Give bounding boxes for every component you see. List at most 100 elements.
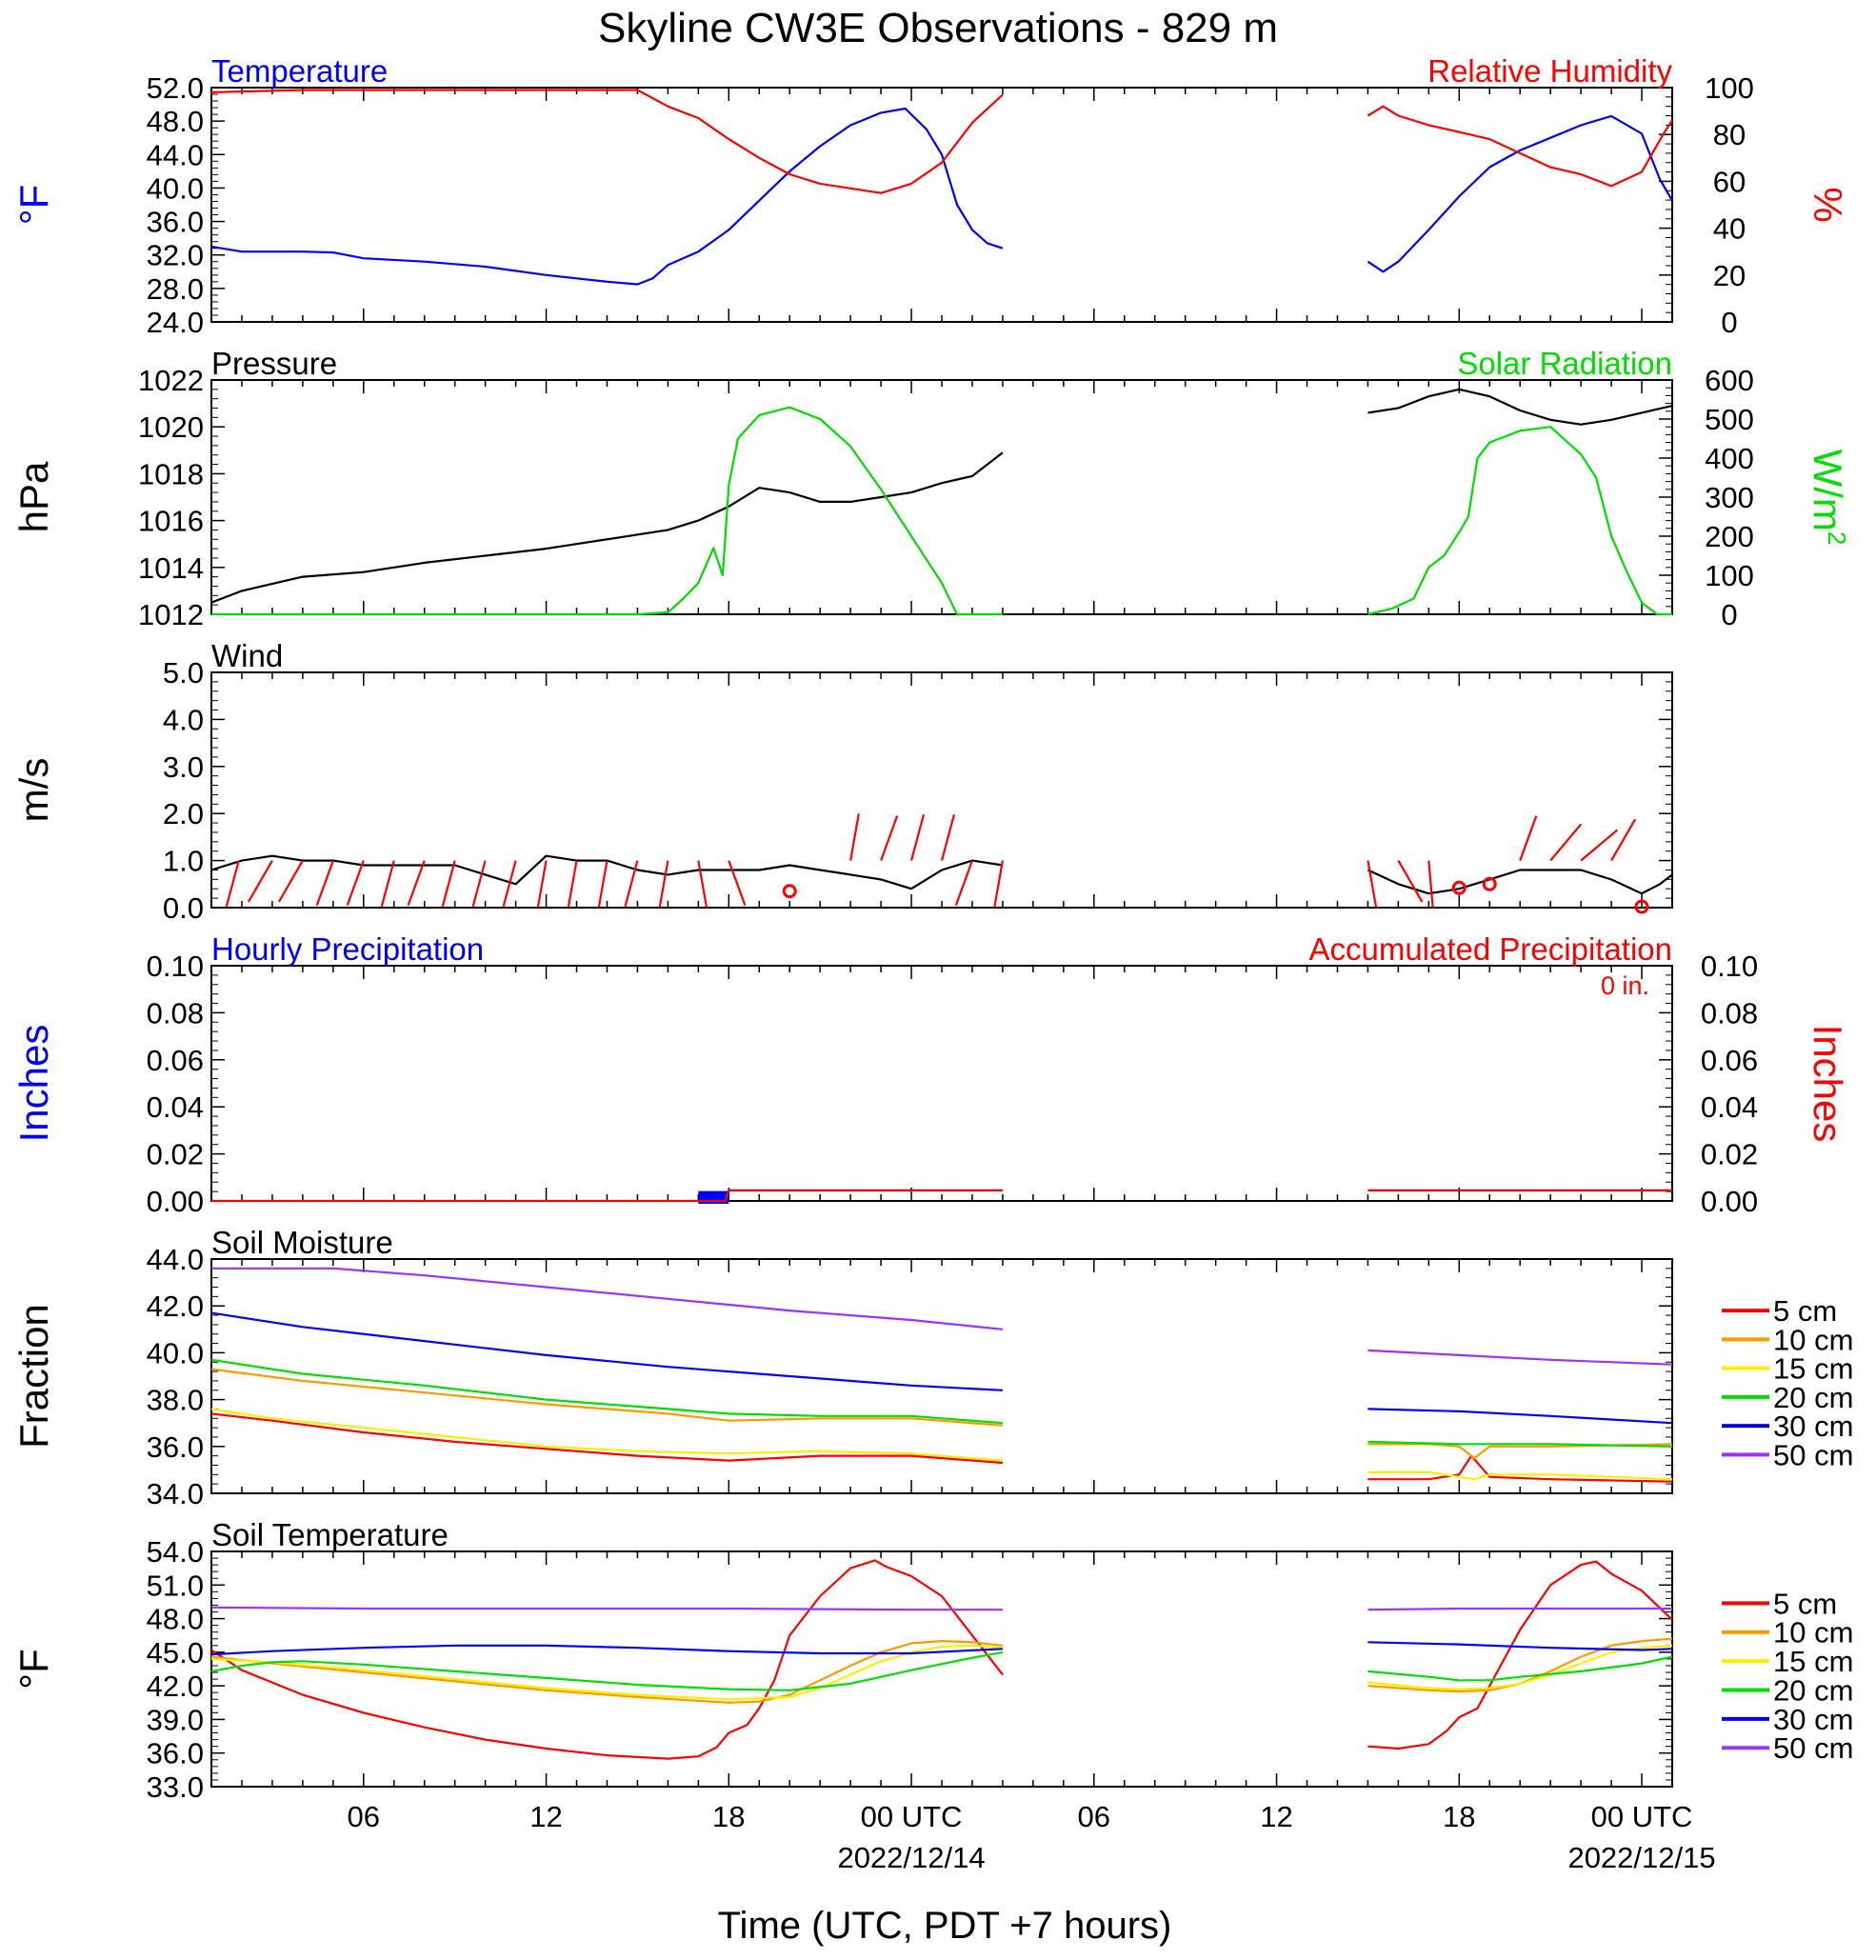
series-line-pressure (1367, 388, 1673, 426)
wind-barb (315, 860, 334, 906)
y-tick-label: 5.0 (163, 656, 204, 690)
y-tick-label: 40.0 (147, 1336, 204, 1370)
y-tick-label: 36.0 (147, 1430, 204, 1464)
wind-barb (441, 860, 456, 908)
x-axis-label: Time (UTC, PDT +7 hours) (718, 1905, 1172, 1947)
wind-barb (1519, 815, 1538, 861)
legend-label: 20 cm (1773, 1381, 1853, 1414)
series-line-wind-speed (1367, 869, 1673, 895)
panel-right-title: Relative Humidity (1427, 53, 1672, 89)
wind-barb (728, 860, 747, 906)
wind-barb (597, 860, 609, 909)
legend-label: 10 cm (1773, 1616, 1853, 1650)
series-line-30-cm (210, 1644, 1003, 1656)
y-tick-label: 48.0 (147, 1603, 204, 1636)
series-line-solar-radiation (211, 406, 1003, 616)
wind-barb (940, 814, 956, 861)
right-tick-label: 0 (1721, 306, 1737, 339)
series-line-20-cm (210, 1650, 1004, 1691)
y-tick-label: 48.0 (147, 105, 204, 138)
left-axis-label: Fraction (11, 1304, 56, 1449)
panel-left-title: Wind (211, 638, 283, 673)
series-line-30-cm (1367, 1641, 1673, 1651)
wind-barb (1610, 818, 1637, 862)
right-tick-label: 300 (1705, 481, 1754, 514)
x-axis: 06 12 18 00 UTC 2022/12/14 06 12 18 00 UTC 2022/1… (348, 1800, 1716, 1874)
right-axis-label-superscript: 2 (1823, 531, 1851, 545)
legend-label: 15 cm (1773, 1645, 1853, 1678)
legend-label: 30 cm (1773, 1703, 1853, 1736)
wind-barb (502, 860, 517, 908)
left-axis-label: °F (11, 185, 56, 225)
right-tick-label: 0.00 (1701, 1185, 1758, 1218)
y-tick-label: 3.0 (163, 750, 204, 784)
right-tick-label: 0.02 (1701, 1138, 1758, 1171)
panel-soil-temperature: 33.036.039.042.045.048.051.054.0 Soil Tem… (11, 1517, 1853, 1804)
y-tick-label: 0.08 (147, 996, 204, 1030)
calm-marker (782, 884, 797, 899)
series-line-15-cm (1367, 1470, 1673, 1481)
series-line-10-cm (210, 1368, 1003, 1427)
wind-barb (880, 815, 899, 861)
x-tick-label: 12 (1260, 1800, 1292, 1833)
panel-temperature-humidity: 24.028.032.036.040.044.048.052.0 0 20 40 60 8… (11, 53, 1850, 339)
x-tick-date-label: 2022/12/14 (837, 1841, 985, 1874)
y-tick-label: 1.0 (163, 845, 204, 878)
y-tick-label: 38.0 (147, 1384, 204, 1417)
plot-frame (210, 379, 1673, 615)
figure-title: Skyline CW3E Observations - 829 m (598, 5, 1278, 51)
right-tick-label: 80 (1713, 118, 1746, 151)
wind-barb (407, 860, 426, 906)
right-tick-label: 200 (1705, 520, 1754, 553)
y-tick-label: 39.0 (147, 1703, 204, 1736)
legend-label: 10 cm (1773, 1323, 1853, 1356)
legend-label: 50 cm (1773, 1731, 1853, 1765)
right-tick-label: 0.04 (1701, 1090, 1758, 1124)
right-tick-label: 0 (1721, 598, 1737, 631)
y-tick-label: 4.0 (163, 703, 204, 736)
wind-barb (225, 860, 240, 908)
series-line-50-cm (1367, 1607, 1672, 1611)
y-tick-label: 0.06 (147, 1044, 204, 1077)
series-line-5-cm (1367, 1560, 1673, 1750)
right-axis-label: Inches (1806, 1025, 1850, 1143)
y-tick-label: 32.0 (147, 239, 204, 272)
wind-barb (1580, 829, 1619, 862)
x-tick-label: 18 (712, 1800, 745, 1833)
y-tick-label: 0.10 (147, 950, 204, 983)
right-tick-label: 60 (1713, 165, 1746, 198)
y-tick-label: 54.0 (147, 1535, 204, 1569)
y-tick-label: 1020 (138, 410, 204, 444)
panel-pressure-solar: 1012 1014 1016 1018 1020 1022 0 100 200 300 400 500… (11, 346, 1851, 631)
right-tick-label: 600 (1705, 364, 1754, 397)
x-tick-label: 00 UTC (861, 1800, 963, 1833)
left-axis-label: Inches (11, 1025, 56, 1143)
calm-marker (1634, 899, 1649, 914)
wind-barb (277, 860, 304, 903)
panel-left-title: Hourly Precipitation (211, 931, 484, 967)
wind-barb (536, 860, 548, 909)
series-line-20-cm (1367, 1655, 1673, 1682)
right-tick-label: 0.10 (1701, 950, 1758, 983)
wind-barb (697, 860, 708, 909)
series-line-30-cm (1367, 1408, 1673, 1425)
y-tick-label: 28.0 (147, 272, 204, 306)
x-tick-label: 18 (1443, 1800, 1475, 1833)
series-line-accumulated-precipitation (211, 1189, 1003, 1203)
right-tick-label: 500 (1705, 403, 1754, 436)
wind-barb (346, 860, 365, 906)
y-tick-label: 1012 (138, 598, 204, 631)
series-line-temperature (210, 107, 1004, 286)
right-tick-label: 400 (1705, 442, 1754, 475)
left-axis-label: °F (11, 1649, 56, 1689)
y-tick-label: 33.0 (147, 1770, 204, 1804)
series-line-5-cm (210, 1412, 1003, 1465)
right-tick-label: 0.08 (1701, 996, 1758, 1030)
panel-left-title: Pressure (211, 346, 337, 381)
series-line-15-cm (210, 1408, 1003, 1462)
series-line-5-cm (210, 1559, 1004, 1760)
y-tick-label: 1018 (138, 457, 204, 490)
x-tick-label: 12 (529, 1800, 562, 1833)
y-tick-label: 34.0 (147, 1477, 204, 1510)
y-tick-label: 24.0 (147, 306, 204, 339)
